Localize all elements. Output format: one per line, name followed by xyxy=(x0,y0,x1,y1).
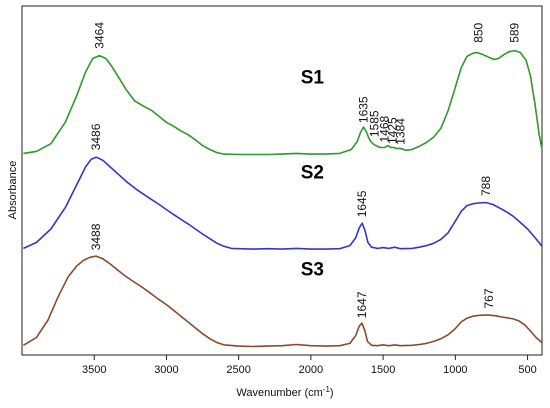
series-label-s3: S3 xyxy=(301,260,324,281)
x-tick-label: 2500 xyxy=(226,364,250,376)
x-tick-label: 1000 xyxy=(443,364,467,376)
x-tick-label: 1500 xyxy=(371,364,395,376)
x-tick-label: 2000 xyxy=(299,364,323,376)
peak-label: 1468 xyxy=(378,115,392,142)
plot-area xyxy=(21,5,543,356)
peak-label: 767 xyxy=(482,288,496,308)
peak-label: 788 xyxy=(479,176,493,196)
series-line-s2 xyxy=(23,156,543,250)
peak-label: 850 xyxy=(471,22,485,42)
peak-label: 3486 xyxy=(89,123,103,150)
peak-label: 3464 xyxy=(92,22,106,49)
series-label-s2: S2 xyxy=(301,163,324,184)
peak-label: 1384 xyxy=(393,118,407,145)
series-line-s3 xyxy=(22,255,543,348)
peak-label: 589 xyxy=(508,22,522,42)
x-axis-label-superscript: -1 xyxy=(323,385,331,394)
peak-label: 1647 xyxy=(355,291,369,318)
peak-label: 1635 xyxy=(357,96,371,123)
series-label-s1: S1 xyxy=(301,68,325,89)
peak-label: 1425 xyxy=(386,117,400,144)
peak-label: 1645 xyxy=(355,190,369,217)
x-tick-label: 500 xyxy=(518,364,536,376)
axis-layer: 3500 3000 2500 2000 1500 1000 500 xyxy=(82,355,537,376)
x-axis-label: Wavenumber (cm-1) xyxy=(236,385,333,400)
series-layer xyxy=(22,49,543,348)
peak-label: 3488 xyxy=(89,223,103,250)
peak-label: 1585 xyxy=(367,110,381,137)
x-tick-label: 3000 xyxy=(154,364,178,376)
x-tick-label: 3500 xyxy=(82,364,106,376)
series-line-s1 xyxy=(23,49,543,156)
y-axis-label: Absorbance xyxy=(7,161,19,220)
plot-frame xyxy=(21,5,543,356)
